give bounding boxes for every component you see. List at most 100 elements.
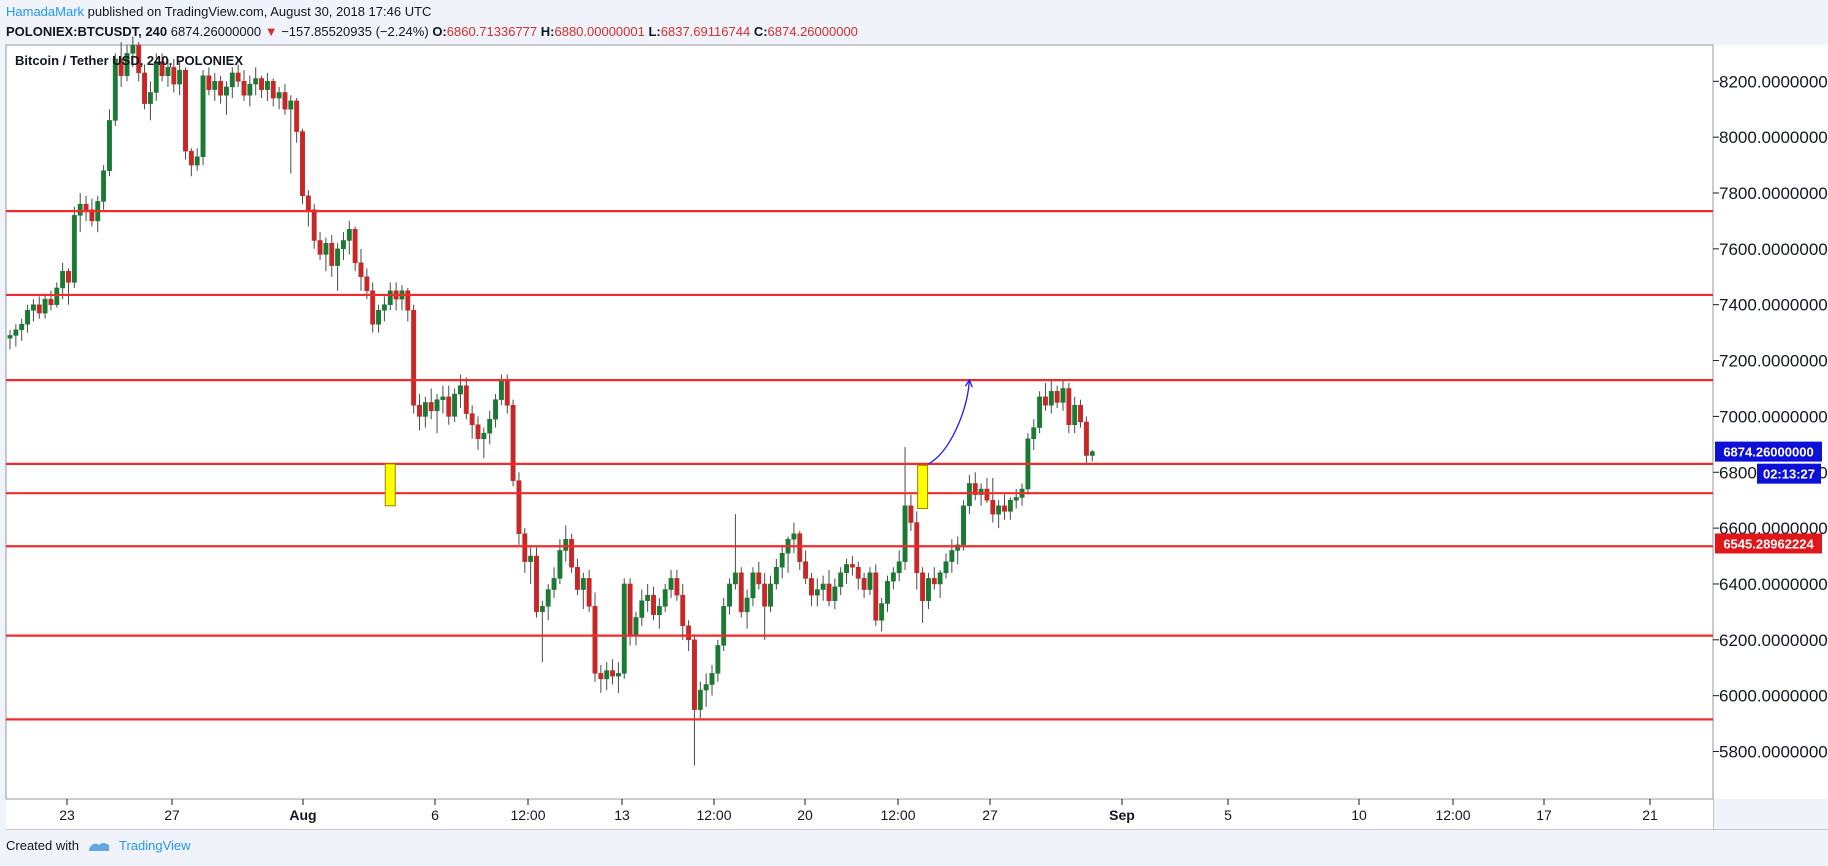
time-tick-label: 10 bbox=[1351, 807, 1367, 823]
candle-up bbox=[1089, 451, 1095, 456]
price-badge bbox=[1757, 463, 1821, 484]
price-tick-label: 7800.0000000 bbox=[1719, 184, 1828, 203]
candle-down bbox=[569, 539, 575, 568]
candle-up bbox=[276, 92, 282, 99]
candle-up bbox=[662, 589, 668, 607]
candle-down bbox=[475, 424, 481, 440]
candle-down bbox=[972, 483, 978, 495]
open-value: 6860.71336777 bbox=[446, 24, 538, 39]
candle-down bbox=[259, 78, 265, 90]
candle-down bbox=[311, 209, 317, 241]
candle-down bbox=[294, 100, 300, 132]
time-tick-label: Sep bbox=[1109, 807, 1135, 823]
candle-up bbox=[744, 597, 750, 613]
candle-down bbox=[469, 413, 475, 426]
plot-area[interactable] bbox=[5, 44, 1714, 800]
candle-down bbox=[908, 505, 914, 523]
time-tick-label: 12:00 bbox=[880, 807, 915, 823]
price-badge-label: 02:13:27 bbox=[1763, 467, 1815, 482]
candle-down bbox=[405, 290, 411, 311]
candle-up bbox=[966, 483, 972, 507]
candle-down bbox=[756, 572, 762, 585]
price-tick-labels: 8200.0000000 8000.0000000 7800.0000000 7600… bbox=[1713, 72, 1828, 762]
candle-up bbox=[493, 399, 499, 420]
candle-down bbox=[797, 533, 803, 562]
candle-up bbox=[253, 78, 259, 85]
candle-down bbox=[463, 385, 469, 414]
candle-down bbox=[136, 44, 142, 74]
candle-up bbox=[440, 396, 446, 400]
price-tick-label: 8200.0000000 bbox=[1719, 72, 1828, 91]
candle-up bbox=[621, 583, 627, 674]
tradingview-logo-icon[interactable] bbox=[87, 839, 111, 853]
candle-down bbox=[370, 290, 376, 325]
price-tick-label: 7600.0000000 bbox=[1719, 240, 1828, 259]
candle-up bbox=[381, 304, 387, 311]
candle-up bbox=[264, 81, 270, 90]
candle-up bbox=[937, 572, 943, 585]
candle-up bbox=[715, 645, 721, 674]
price-chart[interactable]: 8200.0000000 8000.0000000 7800.0000000 7600… bbox=[0, 0, 1828, 830]
candle-up bbox=[19, 324, 25, 331]
time-tick-label: 13 bbox=[614, 807, 630, 823]
candle-up bbox=[697, 689, 703, 710]
candle-up bbox=[1072, 404, 1078, 426]
candle-up bbox=[563, 539, 569, 551]
candle-up bbox=[30, 304, 36, 311]
candle-up bbox=[487, 418, 493, 434]
price-tick-label: 6600.0000000 bbox=[1719, 519, 1828, 538]
candle-down bbox=[411, 310, 417, 406]
candle-up bbox=[60, 270, 66, 289]
candle-up bbox=[639, 600, 645, 618]
candle-up bbox=[101, 170, 107, 202]
projection-arrow[interactable] bbox=[928, 378, 973, 465]
chart-title: Bitcoin / Tether USD, 240, POLONIEX bbox=[15, 53, 243, 68]
candle-up bbox=[955, 544, 961, 551]
candle-down bbox=[586, 578, 592, 607]
projection-arrow-head bbox=[964, 378, 973, 388]
candlestick-series bbox=[7, 36, 1095, 766]
candle-up bbox=[341, 240, 346, 250]
candle-up bbox=[773, 566, 779, 585]
candle-down bbox=[241, 81, 247, 96]
candle-up bbox=[902, 505, 908, 562]
candle-up bbox=[885, 580, 890, 604]
candle-up bbox=[452, 393, 458, 417]
candle-up bbox=[604, 670, 610, 680]
time-tick-label: 6 bbox=[431, 807, 439, 823]
candle-up bbox=[539, 606, 545, 613]
highlight-boxes[interactable] bbox=[384, 463, 929, 510]
candle-down bbox=[329, 243, 335, 266]
publish-line: HamadaMark published on TradingView.com,… bbox=[6, 2, 858, 22]
candle-up bbox=[323, 243, 329, 255]
time-tick-label: 5 bbox=[1224, 807, 1232, 823]
candle-up bbox=[732, 572, 738, 585]
candle-up bbox=[54, 287, 60, 305]
candle-up bbox=[1013, 497, 1019, 501]
candle-up bbox=[844, 564, 849, 574]
candle-down bbox=[674, 578, 680, 596]
high-label: H: bbox=[540, 24, 555, 39]
price-axis[interactable] bbox=[1713, 45, 1828, 799]
candle-down bbox=[446, 396, 452, 417]
candle-up bbox=[615, 673, 621, 677]
candle-down bbox=[762, 583, 768, 607]
candle-up bbox=[224, 86, 229, 96]
price-badge bbox=[1715, 533, 1822, 554]
candle-down bbox=[358, 262, 364, 278]
candle-up bbox=[791, 533, 797, 540]
candle-up bbox=[434, 399, 440, 412]
support-resistance-lines[interactable] bbox=[6, 210, 1713, 721]
tradingview-brand-link[interactable]: TradingView bbox=[118, 838, 191, 853]
candle-up bbox=[703, 684, 709, 691]
price-badge-label: 6874.26000000 bbox=[1723, 445, 1813, 460]
candle-up bbox=[890, 572, 896, 582]
candle-up bbox=[124, 53, 130, 76]
time-axis[interactable] bbox=[6, 799, 1713, 830]
candle-down bbox=[188, 150, 194, 166]
candle-down bbox=[680, 594, 686, 627]
price-tick-label: 7200.0000000 bbox=[1719, 352, 1828, 371]
created-with-text: Created with bbox=[6, 838, 79, 853]
candle-up bbox=[387, 290, 393, 305]
author-link[interactable]: HamadaMark bbox=[6, 4, 85, 19]
